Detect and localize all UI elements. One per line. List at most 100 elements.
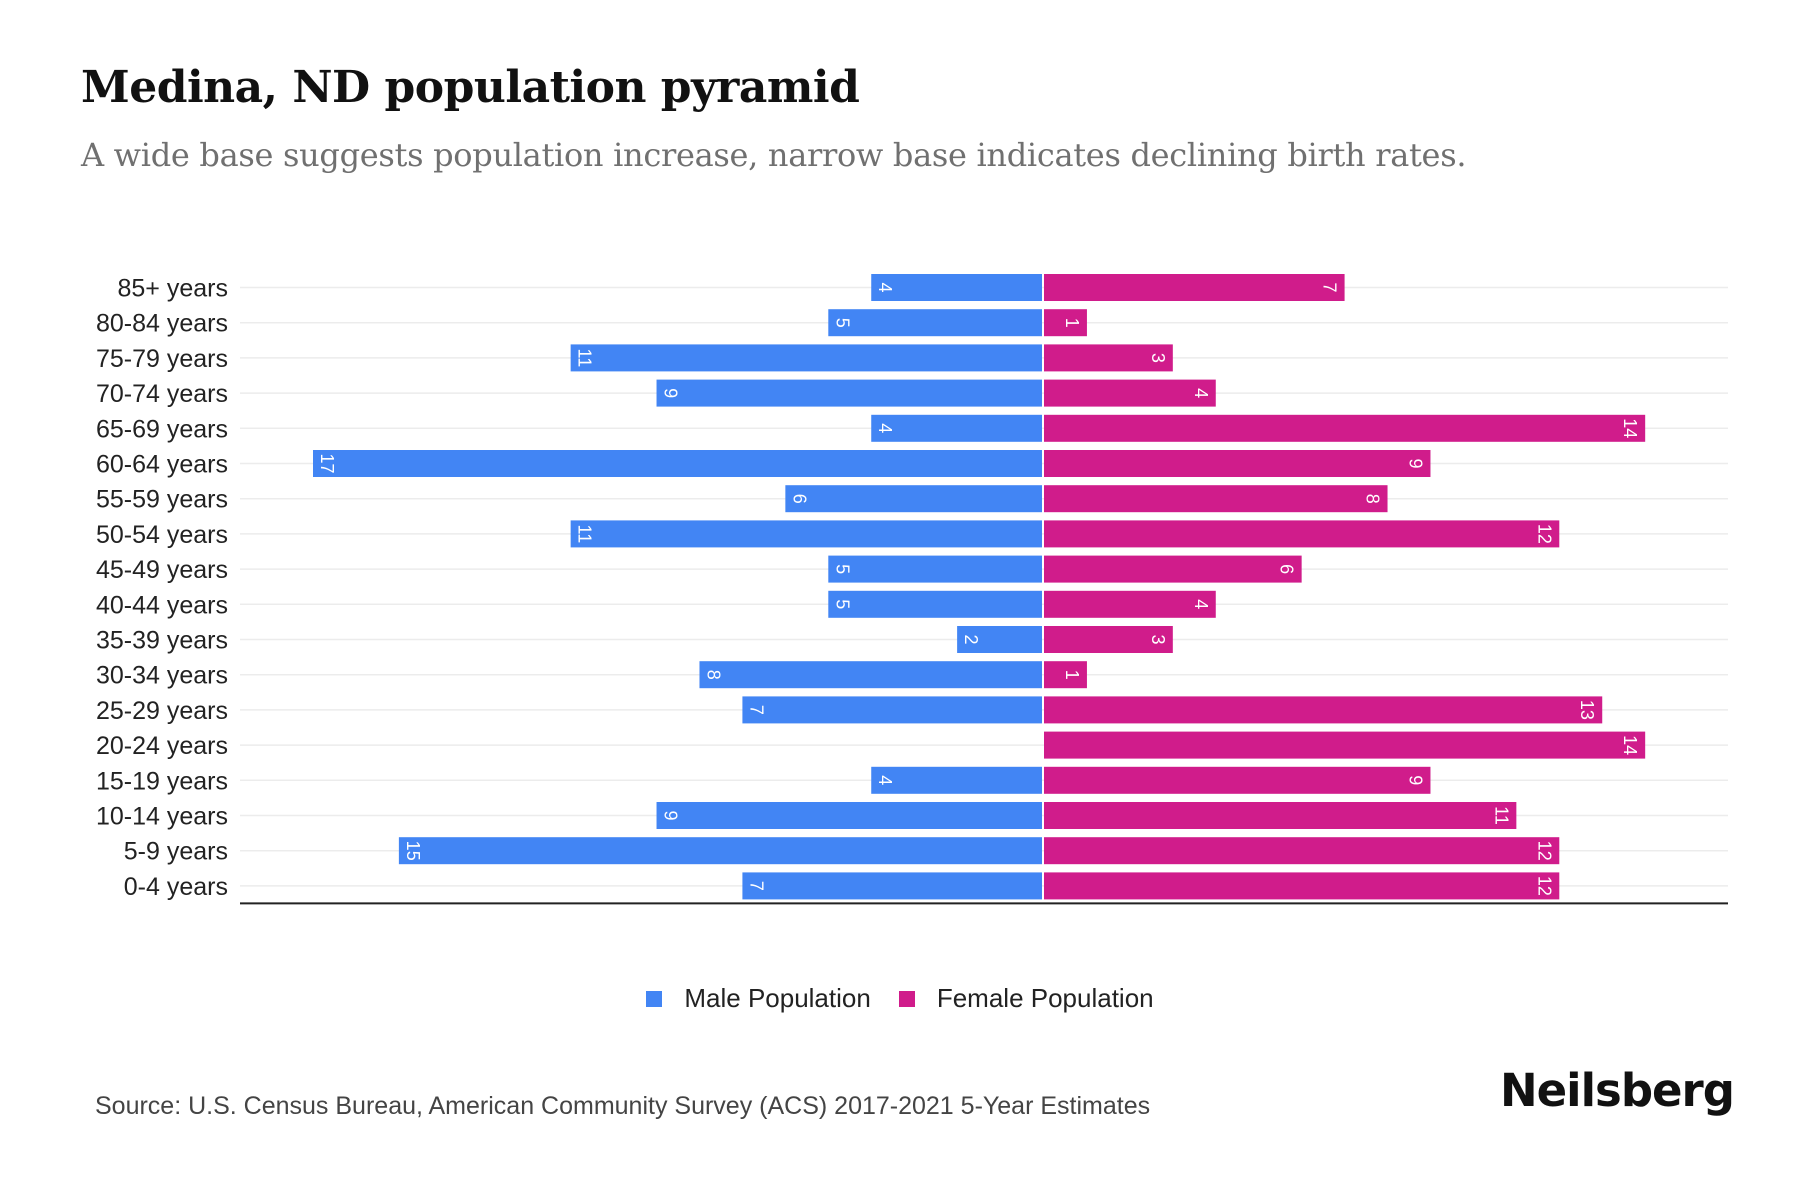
male-bar[interactable] [699,661,1042,689]
female-bar[interactable] [1044,661,1087,689]
female-value-label: 9 [1405,458,1425,468]
male-value-label: 6 [789,494,809,504]
legend-swatch-female [898,990,915,1007]
female-value-label: 14 [1620,735,1640,755]
female-bar[interactable] [1044,590,1216,618]
male-bar[interactable] [742,696,1042,724]
legend-item-female[interactable]: Female Population [898,983,1154,1014]
female-value-label: 12 [1534,876,1554,896]
legend-item-male[interactable]: Male Population [646,983,871,1014]
female-value-label: 11 [1491,806,1511,825]
gridlines [240,286,1728,887]
category-labels: 85+ years 80-84 years 75-79 years 70-74 yea… [96,275,228,901]
female-bar[interactable] [1044,520,1560,548]
female-value-label: 13 [1577,700,1597,720]
female-value-label: 3 [1148,634,1168,644]
male-bar[interactable] [828,590,1042,618]
male-value-label: 5 [832,564,852,574]
female-value-label: 3 [1148,353,1168,363]
male-bar[interactable] [828,555,1042,583]
female-value-label: 1 [1062,670,1082,680]
category-label: 0-4 years [124,873,228,901]
female-bar[interactable] [1044,731,1646,759]
female-bar[interactable] [1044,309,1087,337]
female-bar[interactable] [1044,802,1517,829]
female-value-label: 14 [1620,418,1640,438]
chart-subtitle: A wide base suggests population increase… [81,136,1467,174]
category-label: 25-29 years [96,697,228,725]
female-bar[interactable] [1044,626,1173,653]
male-bar[interactable] [656,802,1042,829]
female-value-label: 9 [1405,775,1425,785]
chart-title: Medina, ND population pyramid [81,62,860,113]
male-bar[interactable] [570,344,1042,372]
male-value-label: 4 [875,282,895,292]
female-bar[interactable] [1044,837,1560,865]
female-bar[interactable] [1044,485,1388,513]
category-label: 75-79 years [96,345,228,373]
male-value-label: 15 [403,841,423,861]
female-bar[interactable] [1044,379,1216,407]
female-bar[interactable] [1044,696,1603,724]
male-bar[interactable] [313,450,1042,477]
female-bar[interactable] [1044,766,1431,794]
male-value-label: 11 [575,525,595,544]
female-value-label: 12 [1534,524,1554,544]
female-bar[interactable] [1044,414,1646,442]
male-bar[interactable] [871,766,1042,794]
category-label: 50-54 years [96,521,228,549]
male-bar[interactable] [871,274,1042,301]
male-value-label: 4 [875,423,895,433]
category-label: 5-9 years [124,838,228,866]
male-bar[interactable] [871,414,1042,442]
category-label: 80-84 years [96,310,228,338]
male-value-label: 5 [832,318,852,328]
male-value-label: 9 [661,388,681,398]
male-value-label: 7 [746,705,766,715]
male-value-label: 17 [317,453,337,473]
category-label: 30-34 years [96,662,228,690]
male-bar[interactable] [785,485,1042,513]
male-value-label: 11 [575,349,595,368]
category-label: 20-24 years [96,732,228,760]
male-bar[interactable] [398,837,1043,865]
female-value-label: 8 [1363,494,1383,504]
category-label: 55-59 years [96,486,228,514]
male-value-label: 7 [746,881,766,891]
female-value-label: 7 [1320,282,1340,292]
female-value-label: 6 [1277,564,1297,574]
female-value-label: 1 [1062,318,1082,328]
female-value-label: 4 [1191,599,1211,609]
female-value-label: 12 [1534,841,1554,861]
legend-label-male: Male Population [684,983,871,1013]
brand-logo: Neilsberg [1500,1064,1735,1117]
male-bar[interactable] [957,626,1042,653]
category-label: 40-44 years [96,591,228,619]
male-bar[interactable] [828,309,1042,337]
female-value-label: 4 [1191,388,1211,398]
female-bar[interactable] [1044,344,1173,372]
male-value-label: 8 [703,670,723,680]
male-bar[interactable] [570,520,1042,548]
category-label: 10-14 years [96,803,228,831]
category-label: 45-49 years [96,556,228,584]
male-bar[interactable] [656,379,1042,407]
male-value-label: 5 [832,599,852,609]
category-label: 35-39 years [96,627,228,655]
female-bar[interactable] [1044,555,1302,583]
category-label: 60-64 years [96,451,228,479]
source-note: Source: U.S. Census Bureau, American Com… [95,1092,1151,1120]
male-value-label: 9 [661,810,681,820]
category-label: 70-74 years [96,380,228,408]
female-bar[interactable] [1044,274,1345,301]
category-label: 15-19 years [96,767,228,795]
female-bar[interactable] [1044,872,1560,900]
legend-label-female: Female Population [936,983,1154,1013]
male-bar[interactable] [742,872,1042,900]
category-label: 65-69 years [96,415,228,443]
male-value-label: 4 [875,775,895,785]
female-bar[interactable] [1044,450,1431,477]
male-value-label: 2 [961,634,981,644]
